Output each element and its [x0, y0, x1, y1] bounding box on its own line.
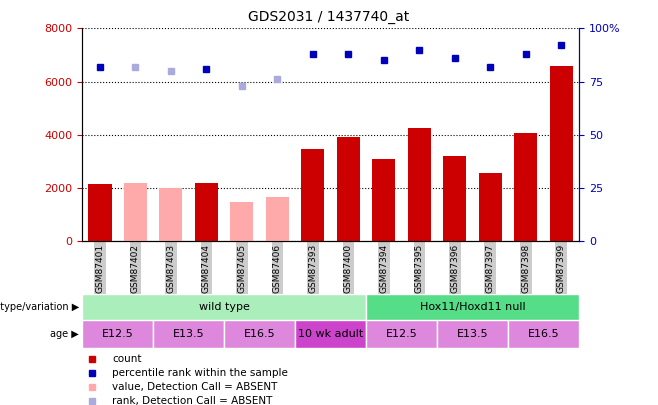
- Text: rank, Detection Call = ABSENT: rank, Detection Call = ABSENT: [112, 396, 272, 405]
- Bar: [82, 294, 366, 320]
- Bar: [195, 183, 218, 241]
- Text: E12.5: E12.5: [386, 329, 417, 339]
- Bar: [443, 156, 467, 241]
- Text: age ▶: age ▶: [50, 329, 79, 339]
- Text: Hox11/Hoxd11 null: Hox11/Hoxd11 null: [420, 302, 525, 312]
- Bar: [437, 320, 508, 348]
- Text: percentile rank within the sample: percentile rank within the sample: [112, 368, 288, 378]
- Bar: [515, 133, 538, 241]
- Text: E13.5: E13.5: [173, 329, 205, 339]
- Bar: [372, 159, 395, 241]
- Text: E13.5: E13.5: [457, 329, 488, 339]
- Text: count: count: [112, 354, 141, 364]
- Bar: [301, 149, 324, 241]
- Text: 10 wk adult: 10 wk adult: [298, 329, 363, 339]
- Bar: [82, 320, 153, 348]
- Text: E12.5: E12.5: [102, 329, 134, 339]
- Bar: [295, 320, 366, 348]
- Text: wild type: wild type: [199, 302, 249, 312]
- Text: E16.5: E16.5: [244, 329, 276, 339]
- Bar: [408, 128, 431, 241]
- Text: E16.5: E16.5: [528, 329, 559, 339]
- Bar: [508, 320, 579, 348]
- Text: value, Detection Call = ABSENT: value, Detection Call = ABSENT: [112, 382, 278, 392]
- Bar: [159, 188, 182, 241]
- Bar: [366, 320, 437, 348]
- Bar: [479, 173, 502, 241]
- Bar: [153, 320, 224, 348]
- Bar: [124, 183, 147, 241]
- Bar: [230, 202, 253, 241]
- Bar: [337, 137, 360, 241]
- Bar: [266, 197, 289, 241]
- Bar: [224, 320, 295, 348]
- Text: genotype/variation ▶: genotype/variation ▶: [0, 302, 79, 312]
- Text: GDS2031 / 1437740_at: GDS2031 / 1437740_at: [248, 10, 410, 24]
- Bar: [366, 294, 579, 320]
- Bar: [550, 66, 573, 241]
- Bar: [88, 184, 111, 241]
